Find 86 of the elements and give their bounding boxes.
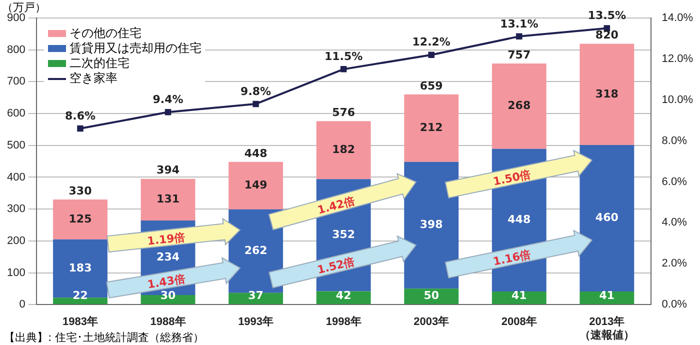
- y2-tick-label: 6.0%: [662, 176, 688, 188]
- annotation: 1.52倍: [316, 255, 356, 277]
- legend-label: 空き家率: [69, 71, 118, 86]
- data-label: 149: [244, 178, 268, 192]
- bar: [404, 94, 459, 162]
- data-label: 41: [599, 288, 615, 302]
- data-label: 268: [508, 99, 531, 112]
- y-tick-label: 300: [6, 203, 26, 216]
- total-label: 659: [420, 79, 443, 92]
- x-tick-label: 2013年（速報値）: [579, 315, 634, 342]
- text: 【出典】: 住宅･土地統計調査（総務省）: [4, 330, 204, 345]
- y-tick-label: 100: [6, 266, 26, 279]
- annotation: 1.42倍: [316, 194, 356, 217]
- x-tick-label: 1993年: [238, 315, 274, 328]
- data-label: 12.2%: [412, 36, 450, 49]
- y-tick-label: 400: [6, 171, 26, 184]
- data-label: 11.5%: [324, 50, 363, 64]
- y-tick-label: 500: [6, 139, 26, 152]
- y2-tick-label: 2.0%: [662, 258, 688, 270]
- data-label: 318: [595, 87, 618, 100]
- data-label: 9.4%: [152, 93, 184, 106]
- point: [252, 100, 259, 108]
- y2-tick-label: 4.0%: [662, 216, 688, 229]
- data-label: 131: [156, 192, 180, 206]
- bar: [404, 288, 459, 304]
- y2-tick-label: 10.0%: [662, 94, 694, 106]
- annotation: 1.19倍: [146, 230, 186, 248]
- data-label: 212: [420, 121, 443, 134]
- x-tick-label: 2008年: [501, 315, 537, 328]
- y-axis-title: （万戸）: [2, 0, 46, 14]
- data-label: 42: [336, 288, 352, 302]
- data-label: 352: [332, 228, 356, 242]
- bar: [53, 298, 108, 304]
- data-label: 262: [244, 244, 268, 257]
- point: [428, 52, 434, 58]
- y2-tick-label: 14.0%: [662, 12, 694, 24]
- total-label: 820: [595, 28, 619, 42]
- legend-label: 賃貸用又は売却用の住宅: [69, 41, 202, 56]
- data-label: 183: [68, 261, 92, 274]
- annotation: 1.50倍: [492, 168, 532, 188]
- legend-label: その他の住宅: [69, 26, 142, 41]
- y-tick-label: 800: [6, 44, 26, 56]
- data-label: 182: [332, 143, 356, 156]
- bar: [580, 145, 634, 292]
- total-label: 448: [244, 146, 268, 160]
- point: [77, 125, 84, 132]
- data-label: 460: [595, 211, 619, 224]
- data-label: 41: [511, 288, 527, 302]
- y-tick-label: 0: [19, 298, 26, 311]
- point: [340, 66, 347, 72]
- bar: [228, 292, 284, 304]
- y2-tick-label: 8.0%: [662, 134, 688, 147]
- annotation: 1.16倍: [492, 248, 532, 268]
- data-label: 398: [420, 218, 443, 232]
- y2-tick-label: 12.0%: [662, 52, 694, 65]
- x-tick-label: 1998年: [326, 315, 362, 328]
- data-label: 8.6%: [64, 109, 96, 122]
- y-tick-label: 700: [6, 76, 26, 88]
- x-tick-label: 1983年: [62, 315, 98, 328]
- data-label: 9.8%: [240, 84, 272, 98]
- data-label: 50: [424, 288, 440, 302]
- y-tick-label: 900: [6, 12, 26, 24]
- total-label: 576: [332, 106, 356, 120]
- x-tick-label: 2003年: [414, 315, 450, 328]
- data-label: 13.5%: [588, 9, 626, 22]
- total-label: 394: [156, 164, 180, 177]
- legend-label: 二次的住宅: [69, 56, 130, 71]
- data-label: 30: [160, 288, 176, 302]
- bar: [316, 291, 371, 304]
- bar: [492, 292, 546, 304]
- y-tick-label: 200: [6, 234, 26, 247]
- x-tick-label: 1988年: [150, 315, 186, 328]
- total-label: 757: [508, 48, 531, 62]
- y2-tick-label: 0.0%: [662, 298, 688, 311]
- y-tick-label: 600: [6, 108, 26, 120]
- bar: [580, 292, 634, 304]
- bar: [580, 44, 634, 146]
- point: [516, 33, 522, 40]
- data-label: 13.1%: [500, 17, 538, 30]
- data-label: 37: [248, 288, 264, 302]
- data-label: 234: [156, 250, 180, 264]
- total-label: 330: [68, 184, 92, 198]
- data-label: 125: [68, 212, 92, 226]
- point: [164, 109, 172, 116]
- annotation: 1.43倍: [146, 272, 186, 292]
- data-label: 448: [508, 213, 531, 226]
